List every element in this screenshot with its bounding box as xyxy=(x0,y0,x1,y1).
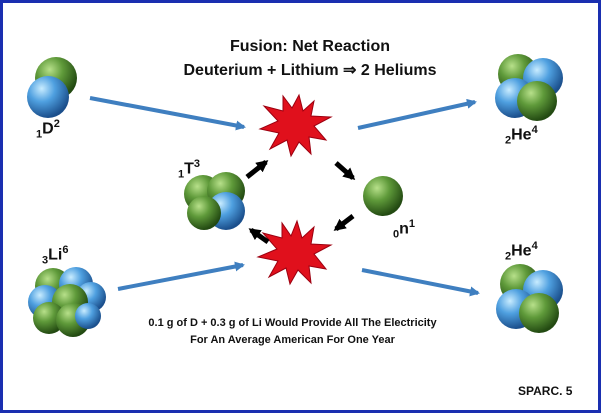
slide-number: SPARC. 5 xyxy=(518,384,573,398)
helium-bottom-mass-number: 4 xyxy=(531,240,538,252)
arrow-burst-to-tritium xyxy=(248,227,270,245)
arrow-burst-to-neutron xyxy=(334,161,356,180)
explosion-bottom-icon xyxy=(256,219,333,286)
title-line-2: Deuterium + Lithium ⇒ 2 Heliums xyxy=(183,62,437,79)
arrow-neutron-to-burst xyxy=(333,214,355,231)
helium-nucleus-top-icon xyxy=(495,54,563,121)
arrow-tritium-to-burst xyxy=(245,160,269,179)
electricity-note-line-1: 0.1 g of D + 0.3 g of Li Would Provide A… xyxy=(148,317,437,329)
neutron-atomic-number: 0 xyxy=(393,228,400,241)
tritium-nucleus-icon xyxy=(184,172,245,230)
arrow-deuterium-to-burst xyxy=(89,96,246,131)
arrow-lithium-to-burst xyxy=(117,261,245,291)
helium-top-label: 2He4 xyxy=(505,124,538,147)
neutron-icon xyxy=(363,176,403,216)
neutron-symbol: n xyxy=(399,220,409,238)
helium-nucleus-bottom-icon xyxy=(496,264,563,333)
lithium-mass-number: 6 xyxy=(62,244,69,256)
helium-bottom-label: 2He4 xyxy=(505,240,538,263)
helium-top-symbol: He xyxy=(511,126,532,144)
helium-top-mass-number: 4 xyxy=(531,124,538,136)
neutron-label: 0n1 xyxy=(393,218,415,241)
deuterium-mass-number: 2 xyxy=(53,118,60,130)
electricity-note: 0.1 g of D + 0.3 g of Li Would Provide A… xyxy=(120,315,465,349)
tritium-label: 1T3 xyxy=(178,158,200,181)
deuterium-atomic-number: 1 xyxy=(36,128,43,141)
lithium-label: 3Li6 xyxy=(42,244,68,267)
tritium-atomic-number: 1 xyxy=(178,168,185,181)
neutron-mass-number: 1 xyxy=(408,218,416,230)
deuterium-label: 1D2 xyxy=(36,118,60,141)
title-line-1: Fusion: Net Reaction xyxy=(229,38,390,55)
tritium-symbol: T xyxy=(184,160,194,178)
lithium-symbol: Li xyxy=(48,246,63,264)
deuterium-nucleus-icon xyxy=(27,57,77,118)
helium-bottom-symbol: He xyxy=(511,242,532,260)
electricity-note-line-2: For An Average American For One Year xyxy=(190,334,395,346)
arrow-burst-to-helium-bottom xyxy=(361,268,480,297)
helium-bottom-atomic-number: 2 xyxy=(505,250,512,263)
lithium-atomic-number: 3 xyxy=(42,254,49,267)
tritium-mass-number: 3 xyxy=(193,158,201,170)
lithium-nucleus-icon xyxy=(28,267,106,337)
explosion-top-icon xyxy=(258,93,333,158)
helium-top-atomic-number: 2 xyxy=(505,134,512,147)
arrow-burst-to-helium-top xyxy=(357,98,477,130)
deuterium-symbol: D xyxy=(42,120,54,138)
